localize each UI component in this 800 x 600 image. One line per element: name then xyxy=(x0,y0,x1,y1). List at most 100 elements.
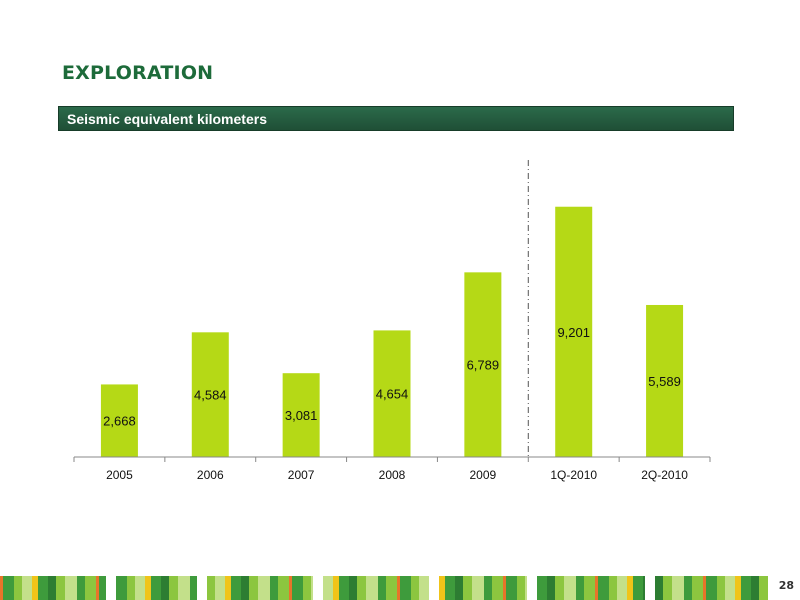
x-tick-2005: 2005 xyxy=(106,468,133,482)
data-label-2Q-2010: 5,589 xyxy=(648,374,681,389)
footer-stripe xyxy=(289,576,292,600)
footer-stripe xyxy=(135,576,145,600)
footer-stripe xyxy=(537,576,547,600)
footer-stripe xyxy=(349,576,357,600)
footer-stripe xyxy=(684,576,692,600)
footer-stripe xyxy=(655,576,663,600)
footer-stripe xyxy=(484,576,492,600)
footer-stripe xyxy=(145,576,151,600)
footer-stripe xyxy=(455,576,463,600)
footer-stripe xyxy=(419,576,429,600)
footer-stripe xyxy=(231,576,241,600)
footer-stripe xyxy=(151,576,161,600)
footer-stripe xyxy=(692,576,703,600)
footer-stripe xyxy=(311,576,313,600)
footer-stripe xyxy=(617,576,627,600)
footer-stripe xyxy=(56,576,65,600)
footer-stripe xyxy=(386,576,397,600)
footer-stripe xyxy=(3,576,14,600)
footer-stripe xyxy=(127,576,135,600)
footer-stripe xyxy=(598,576,609,600)
footer-decoration xyxy=(0,576,768,600)
footer-stripe xyxy=(751,576,759,600)
bar-2007 xyxy=(282,373,320,457)
footer-stripe xyxy=(333,576,339,600)
footer-stripe xyxy=(584,576,595,600)
footer-stripe xyxy=(703,576,706,600)
footer-stripe xyxy=(116,576,127,600)
footer-stripe xyxy=(706,576,717,600)
x-tick-2008: 2008 xyxy=(379,468,406,482)
footer-stripe xyxy=(759,576,768,600)
footer-stripe xyxy=(65,576,77,600)
footer-stripe xyxy=(190,576,197,600)
footer-stripe xyxy=(725,576,735,600)
data-label-2008: 4,654 xyxy=(376,387,409,402)
footer-stripe xyxy=(643,576,645,600)
banner-label: Seismic equivalent kilometers xyxy=(67,111,267,127)
footer-stripe xyxy=(339,576,349,600)
footer-stripe xyxy=(492,576,503,600)
footer-stripe xyxy=(397,576,400,600)
footer-stripe xyxy=(555,576,564,600)
footer-stripe xyxy=(463,576,472,600)
x-tick-1Q-2010: 1Q-2010 xyxy=(550,468,597,482)
bar-2009 xyxy=(464,272,502,457)
footer-stripe xyxy=(323,576,333,600)
footer-stripe xyxy=(258,576,270,600)
bar-2005 xyxy=(100,384,138,457)
page-number: 28 xyxy=(778,579,794,592)
x-tick-2006: 2006 xyxy=(197,468,224,482)
footer-stripe xyxy=(169,576,178,600)
footer-stripe xyxy=(547,576,555,600)
bar-2006 xyxy=(191,332,229,457)
footer-stripe xyxy=(249,576,258,600)
data-label-2005: 2,668 xyxy=(103,414,136,429)
footer-stripe xyxy=(77,576,85,600)
footer-stripe xyxy=(270,576,278,600)
footer-stripe xyxy=(85,576,96,600)
footer-stripe xyxy=(517,576,525,600)
footer-stripe xyxy=(241,576,249,600)
footer-stripe xyxy=(278,576,289,600)
footer-stripe xyxy=(445,576,455,600)
bar-2008 xyxy=(373,330,411,457)
footer-stripe xyxy=(96,576,99,600)
footer-stripe xyxy=(411,576,419,600)
footer-stripe xyxy=(366,576,378,600)
footer-stripe xyxy=(633,576,643,600)
footer-stripe xyxy=(609,576,617,600)
footer-stripe xyxy=(178,576,190,600)
data-label-1Q-2010: 9,201 xyxy=(557,325,590,340)
footer-stripe xyxy=(525,576,527,600)
footer-stripe xyxy=(503,576,506,600)
footer-stripe xyxy=(292,576,303,600)
footer-stripe xyxy=(506,576,517,600)
footer-stripe xyxy=(357,576,366,600)
footer-stripe xyxy=(595,576,598,600)
footer-stripe xyxy=(225,576,231,600)
data-label-2006: 4,584 xyxy=(194,388,227,403)
x-tick-2009: 2009 xyxy=(470,468,497,482)
footer-stripe xyxy=(38,576,48,600)
footer-stripe xyxy=(717,576,725,600)
footer-stripe xyxy=(378,576,386,600)
footer-stripe xyxy=(22,576,32,600)
footer-stripe xyxy=(735,576,741,600)
footer-stripe xyxy=(663,576,672,600)
footer-stripe xyxy=(741,576,751,600)
bar-2Q-2010 xyxy=(646,304,684,457)
page-title: EXPLORATION xyxy=(62,62,214,84)
footer-stripe xyxy=(576,576,584,600)
x-tick-2Q-2010: 2Q-2010 xyxy=(641,468,688,482)
data-label-2007: 3,081 xyxy=(285,408,318,423)
footer-stripe xyxy=(672,576,684,600)
footer-stripe xyxy=(472,576,484,600)
section-banner: Seismic equivalent kilometers xyxy=(58,106,734,131)
footer-stripe xyxy=(161,576,169,600)
footer-stripe xyxy=(0,576,3,600)
footer-stripe xyxy=(400,576,411,600)
footer-stripe xyxy=(48,576,56,600)
footer-stripe xyxy=(564,576,576,600)
